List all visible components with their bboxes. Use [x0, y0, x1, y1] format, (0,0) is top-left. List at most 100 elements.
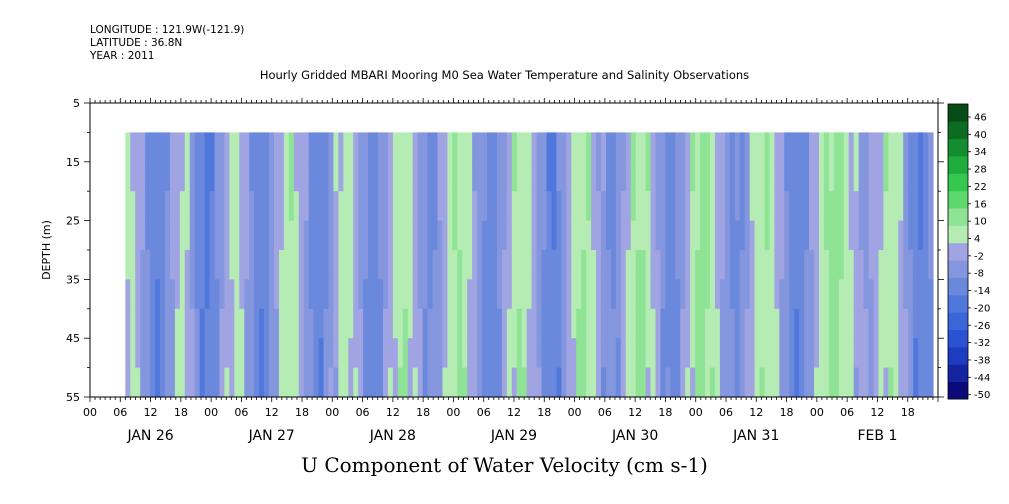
x-hour-label: 06: [234, 406, 248, 419]
heatmap-cell: [749, 367, 756, 398]
heatmap-cell: [809, 308, 815, 339]
heatmap-cell: [353, 279, 359, 310]
heatmap-cell: [402, 338, 409, 369]
heatmap-cell: [700, 308, 706, 339]
heatmap-cell: [888, 308, 894, 339]
heatmap-cell: [452, 191, 458, 222]
heatmap-cell: [838, 161, 845, 192]
heatmap-cell: [675, 161, 681, 192]
heatmap-cell: [581, 161, 587, 192]
heatmap-cell: [729, 220, 736, 251]
heatmap-cell: [491, 132, 498, 163]
heatmap-cell: [719, 308, 726, 339]
heatmap-cell: [437, 250, 444, 280]
heatmap-cell: [378, 367, 384, 398]
heatmap-cell: [214, 220, 221, 251]
heatmap-cell: [293, 250, 300, 280]
heatmap-cell: [645, 279, 652, 310]
heatmap-cell: [467, 250, 473, 280]
heatmap-cell: [442, 191, 448, 222]
heatmap-cell: [685, 220, 691, 251]
heatmap-cell: [169, 191, 176, 222]
heatmap-cell: [298, 132, 305, 163]
heatmap-cell: [848, 250, 855, 280]
heatmap-cell: [283, 279, 290, 310]
heatmap-cell: [714, 250, 721, 280]
heatmap-cell: [625, 250, 632, 280]
heatmap-cell: [635, 367, 642, 398]
heatmap-cell: [496, 279, 503, 310]
heatmap-cell: [858, 161, 865, 192]
heatmap-cell: [140, 191, 146, 222]
heatmap-cell: [199, 308, 206, 339]
heatmap-cell: [209, 250, 216, 280]
heatmap-cell: [343, 161, 349, 192]
heatmap-cell: [913, 308, 919, 339]
heatmap-cell: [234, 220, 240, 251]
heatmap-cell: [571, 367, 577, 398]
heatmap-cell: [283, 308, 290, 339]
heatmap-cell: [273, 220, 280, 251]
y-tick-label: 15: [66, 156, 80, 169]
heatmap-cell: [794, 367, 800, 398]
x-day-label: JAN 28: [369, 428, 416, 444]
heatmap-cell: [670, 338, 676, 369]
heatmap-cell: [640, 161, 647, 192]
heatmap-cell: [625, 132, 632, 163]
heatmap-cell: [873, 279, 880, 310]
heatmap-cell: [739, 279, 746, 310]
heatmap-cell: [536, 132, 543, 163]
heatmap-cell: [288, 132, 295, 163]
heatmap-cell: [273, 367, 280, 398]
heatmap-cell: [814, 367, 820, 398]
heatmap-cell: [437, 220, 444, 251]
heatmap-cell: [169, 220, 176, 251]
heatmap-cell: [923, 308, 929, 339]
heatmap-cell: [744, 338, 751, 369]
heatmap-cell: [392, 161, 399, 192]
x-hour-label: 00: [568, 406, 582, 419]
heatmap-cell: [249, 279, 255, 310]
heatmap-cell: [764, 308, 771, 339]
heatmap-cell: [298, 308, 305, 339]
heatmap-cell: [521, 220, 528, 251]
heatmap-cell: [125, 220, 131, 251]
heatmap-cell: [695, 161, 701, 192]
heatmap-cell: [343, 250, 349, 280]
heatmap-cell: [368, 161, 374, 192]
heatmap-cell: [823, 367, 830, 398]
heatmap-cell: [467, 279, 473, 310]
heatmap-cell: [660, 161, 666, 192]
heatmap-cell: [338, 191, 344, 222]
heatmap-cell: [779, 220, 785, 251]
heatmap-cell: [546, 220, 553, 251]
heatmap-cell: [923, 132, 929, 163]
heatmap-cell: [690, 308, 696, 339]
heatmap-cell: [288, 220, 295, 251]
heatmap-cell: [838, 191, 845, 222]
heatmap-cell: [680, 191, 686, 222]
heatmap-cell: [908, 132, 914, 163]
heatmap-cell: [675, 220, 681, 251]
heatmap-cell: [754, 220, 761, 251]
heatmap-cell: [457, 338, 463, 369]
heatmap-cell: [130, 279, 136, 310]
heatmap-cell: [467, 308, 473, 339]
colorbar-label: 22: [974, 182, 987, 193]
heatmap-cell: [615, 308, 622, 339]
heatmap-cell: [516, 308, 523, 339]
heatmap-cell: [779, 338, 785, 369]
heatmap-cell: [353, 132, 359, 163]
heatmap-cell: [135, 132, 141, 163]
heatmap-cell: [511, 367, 518, 398]
heatmap-cell: [883, 279, 889, 310]
heatmap-cell: [462, 161, 468, 192]
heatmap-cell: [239, 250, 245, 280]
heatmap-cell: [878, 308, 884, 339]
heatmap-cell: [130, 338, 136, 369]
heatmap-cell: [462, 338, 468, 369]
heatmap-cell: [244, 308, 250, 339]
heatmap-cell: [145, 308, 151, 339]
heatmap-cell: [843, 367, 850, 398]
heatmap-cell: [863, 338, 870, 369]
